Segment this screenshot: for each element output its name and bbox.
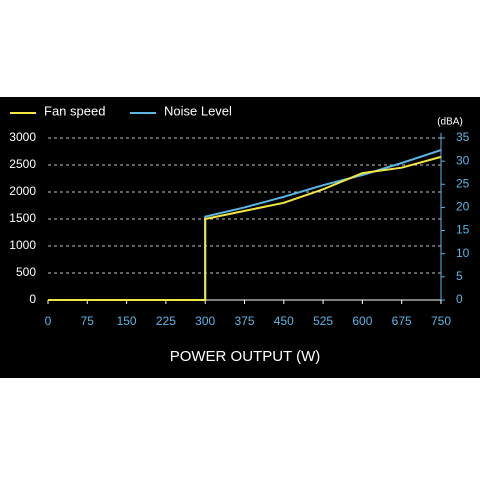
y-tick-label: 1000: [9, 238, 36, 252]
y2-tick-label: 0: [456, 292, 463, 306]
y-tick-label: 3000: [9, 130, 36, 144]
legend-label: Noise Level: [164, 103, 232, 118]
y-tick-label: 2500: [9, 157, 36, 171]
y-tick-label: 0: [29, 292, 36, 306]
y2-tick-label: 10: [456, 246, 470, 260]
x-tick-label: 0: [45, 314, 52, 328]
chart-background: [0, 97, 480, 378]
x-axis-title: POWER OUTPUT (W): [170, 348, 321, 365]
x-tick-label: 375: [234, 314, 254, 328]
y2-tick-label: 35: [456, 130, 470, 144]
y-tick-label: 1500: [9, 211, 36, 225]
legend-label: Fan speed: [44, 103, 105, 118]
y2-tick-label: 15: [456, 223, 470, 237]
y-tick-label: 2000: [9, 184, 36, 198]
y2-tick-label: 25: [456, 176, 470, 190]
line-series: [48, 155, 442, 301]
x-tick-label: 450: [274, 314, 294, 328]
x-tick-label: 750: [431, 314, 451, 328]
y2-tick-label: 30: [456, 153, 470, 167]
x-tick-label: 225: [156, 314, 176, 328]
y2-axis-title: (dBA): [437, 117, 463, 128]
x-tick-label: 675: [392, 314, 412, 328]
y2-tick-label: 20: [456, 200, 470, 214]
x-tick-label: 300: [195, 314, 215, 328]
x-tick-label: 150: [117, 314, 137, 328]
y-tick-label: 500: [16, 265, 36, 279]
x-tick-label: 525: [313, 314, 333, 328]
y2-tick-label: 5: [456, 269, 463, 283]
x-tick-label: 75: [81, 314, 95, 328]
x-tick-label: 600: [352, 314, 372, 328]
